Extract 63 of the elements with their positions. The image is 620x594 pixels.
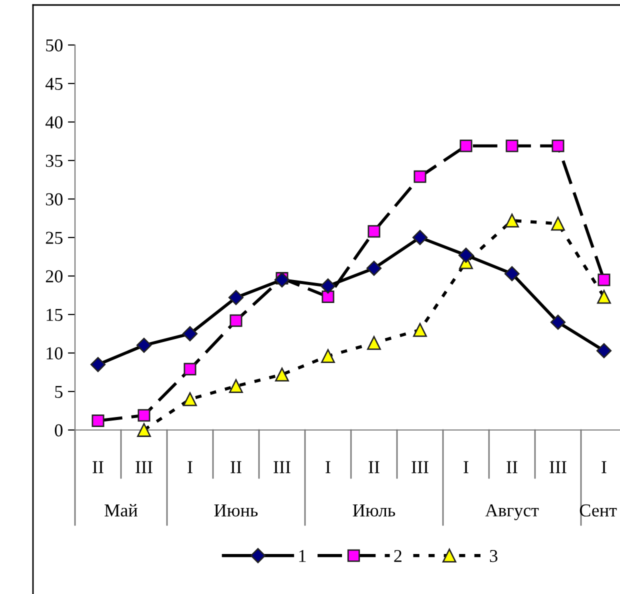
- point: [367, 336, 381, 350]
- point: [552, 140, 564, 152]
- point: [136, 338, 152, 353]
- legend-label: 1: [299, 550, 306, 562]
- text: Июнь: [214, 504, 258, 517]
- y-tick-label: 50: [46, 39, 63, 52]
- y-tick-label: 25: [46, 232, 62, 244]
- x-tick-label: III: [550, 461, 566, 474]
- point: [506, 140, 518, 152]
- y-tick-label: 0: [54, 424, 63, 436]
- legend-label: 2: [394, 550, 402, 562]
- y-tick-label: 30: [46, 193, 63, 206]
- point: [322, 290, 334, 304]
- x-tick-label: I: [602, 461, 606, 474]
- point: [598, 274, 610, 286]
- point: [92, 414, 104, 428]
- point: [90, 356, 106, 372]
- x-tick-label: I: [326, 461, 330, 474]
- y-tick-label: 45: [45, 78, 62, 90]
- point: [458, 248, 474, 263]
- point: [413, 322, 427, 337]
- x-tick-label: III: [412, 461, 428, 474]
- text: Май: [104, 504, 138, 517]
- point: [460, 140, 472, 152]
- point: [229, 379, 243, 394]
- x-tick-label: III: [274, 461, 290, 474]
- point: [368, 225, 380, 238]
- point: [183, 392, 197, 406]
- point: [321, 349, 335, 364]
- y-tick-label: 15: [46, 308, 62, 321]
- legend-label: 3: [490, 550, 498, 562]
- text: Сент: [580, 504, 617, 517]
- x-tick-label: I: [188, 461, 192, 474]
- point: [597, 290, 611, 304]
- y-tick-label: 20: [46, 270, 63, 282]
- y-tick-label: 40: [45, 116, 63, 128]
- point: [412, 230, 428, 246]
- point: [275, 368, 289, 382]
- y-tick-label: 5: [55, 386, 62, 398]
- x-tick-label: I: [464, 461, 468, 474]
- point: [414, 170, 426, 183]
- text: Август: [485, 504, 539, 520]
- point: [137, 423, 151, 437]
- text: Июль: [352, 504, 396, 517]
- y-tick-label: 10: [46, 347, 63, 360]
- point: [184, 362, 196, 376]
- point: [550, 314, 566, 330]
- x-tick-label: II: [92, 461, 104, 474]
- x-tick-label: III: [136, 461, 152, 474]
- point: [182, 326, 198, 342]
- x-tick-label: II: [506, 461, 518, 474]
- point: [505, 214, 519, 228]
- point: [596, 343, 612, 358]
- x-tick-label: II: [368, 461, 380, 474]
- y-tick-label: 35: [46, 154, 62, 167]
- point: [138, 409, 150, 422]
- point: [366, 260, 382, 276]
- point: [320, 278, 336, 294]
- point: [228, 290, 244, 306]
- point: [551, 216, 565, 231]
- point: [504, 266, 520, 282]
- point: [230, 314, 242, 327]
- x-tick-label: II: [230, 461, 242, 474]
